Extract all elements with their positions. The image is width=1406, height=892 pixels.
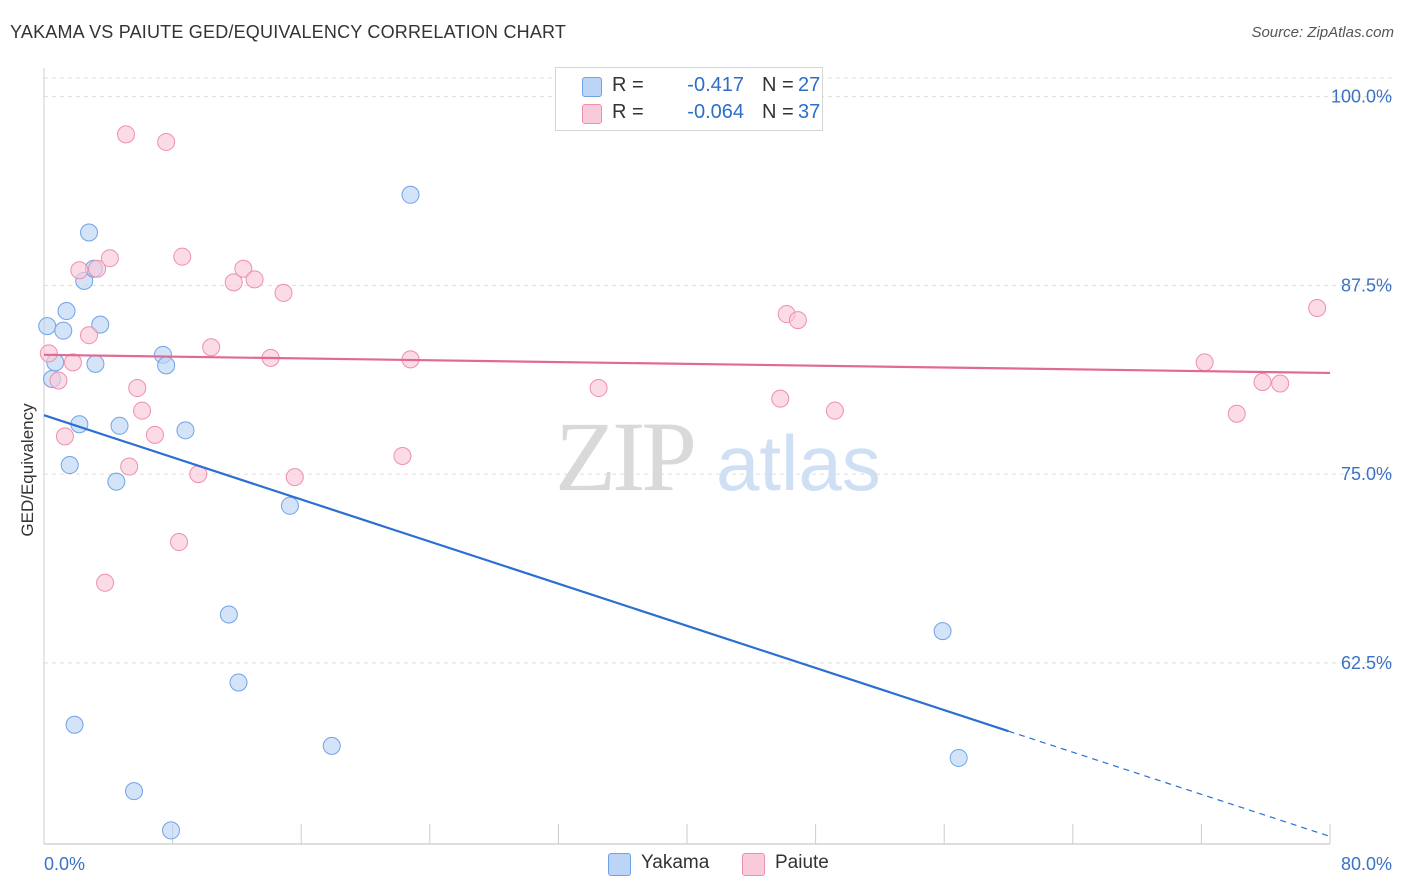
data-point-paiute (203, 339, 220, 356)
data-point-yakama (55, 322, 72, 339)
legend-r-value-yakama: -0.417 (652, 74, 744, 97)
legend-n-value-yakama: 27 (798, 74, 820, 97)
x-tick-label-max: 80.0% (1341, 854, 1392, 874)
data-point-yakama (58, 303, 75, 320)
legend-n-label: N = (762, 74, 794, 97)
data-point-yakama (126, 783, 143, 800)
legend-n-label: N = (762, 101, 794, 124)
correlation-legend: R = -0.417 N = 27 R = -0.064 N = 37 (555, 67, 823, 131)
data-point-yakama (158, 357, 175, 374)
data-point-paiute (56, 428, 73, 445)
data-point-paiute (50, 372, 67, 389)
trend-line-paiute (44, 355, 1330, 373)
data-point-yakama (87, 355, 104, 372)
y-tick-label: 100.0% (1331, 87, 1392, 107)
data-point-paiute (121, 458, 138, 475)
data-point-paiute (101, 250, 118, 267)
data-point-paiute (1228, 405, 1245, 422)
data-point-paiute (81, 327, 98, 344)
data-point-paiute (394, 447, 411, 464)
legend-n-value-paiute: 37 (798, 101, 820, 124)
data-point-yakama (281, 497, 298, 514)
data-point-yakama (950, 749, 967, 766)
watermark-zip: ZIP (555, 401, 693, 512)
data-point-yakama (61, 457, 78, 474)
y-tick-label: 62.5% (1341, 653, 1392, 673)
data-point-paiute (64, 354, 81, 371)
data-point-yakama (66, 716, 83, 733)
data-point-paiute (134, 402, 151, 419)
scatter-chart: ZIP atlas 62.5% 75.0% 87.5% 100.0% 0.0% 80.0% (0, 0, 1406, 892)
data-point-paiute (275, 284, 292, 301)
legend-r-value-paiute: -0.064 (652, 101, 744, 124)
data-point-paiute (772, 390, 789, 407)
data-point-yakama (39, 318, 56, 335)
legend-r-label: R = (612, 74, 644, 97)
data-point-yakama (108, 473, 125, 490)
data-point-yakama (323, 737, 340, 754)
data-point-paiute (826, 402, 843, 419)
data-point-paiute (171, 534, 188, 551)
y-tick-label: 75.0% (1341, 464, 1392, 484)
data-point-paiute (129, 380, 146, 397)
data-point-paiute (1272, 375, 1289, 392)
bottom-legend-swatch-paiute (742, 853, 765, 876)
data-point-paiute (71, 262, 88, 279)
data-point-yakama (230, 674, 247, 691)
x-tick-label-min: 0.0% (44, 854, 85, 874)
data-point-paiute (40, 345, 57, 362)
data-point-yakama (162, 822, 179, 839)
data-point-paiute (1196, 354, 1213, 371)
bottom-legend-label-yakama: Yakama (641, 852, 709, 874)
bottom-legend-swatch-yakama (608, 853, 631, 876)
data-point-paiute (286, 469, 303, 486)
data-point-paiute (146, 426, 163, 443)
data-point-paiute (590, 380, 607, 397)
data-point-paiute (97, 574, 114, 591)
data-point-paiute (246, 271, 263, 288)
legend-swatch-paiute (582, 104, 602, 124)
data-point-yakama (177, 422, 194, 439)
data-point-yakama (934, 623, 951, 640)
legend-r-label: R = (612, 101, 644, 124)
y-tick-label: 87.5% (1341, 275, 1392, 295)
data-point-yakama (81, 224, 98, 241)
data-point-paiute (174, 248, 191, 265)
data-point-paiute (1309, 300, 1326, 317)
data-point-paiute (158, 133, 175, 150)
data-point-paiute (789, 312, 806, 329)
trend-line-yakama-extension (1009, 731, 1331, 836)
data-point-yakama (111, 417, 128, 434)
legend-swatch-yakama (582, 77, 602, 97)
data-point-paiute (117, 126, 134, 143)
y-axis-label: GED/Equivalency (18, 403, 38, 536)
data-point-yakama (220, 606, 237, 623)
watermark-atlas: atlas (716, 419, 881, 507)
bottom-legend-label-paiute: Paiute (775, 852, 829, 874)
data-point-yakama (402, 186, 419, 203)
data-point-paiute (1254, 374, 1271, 391)
